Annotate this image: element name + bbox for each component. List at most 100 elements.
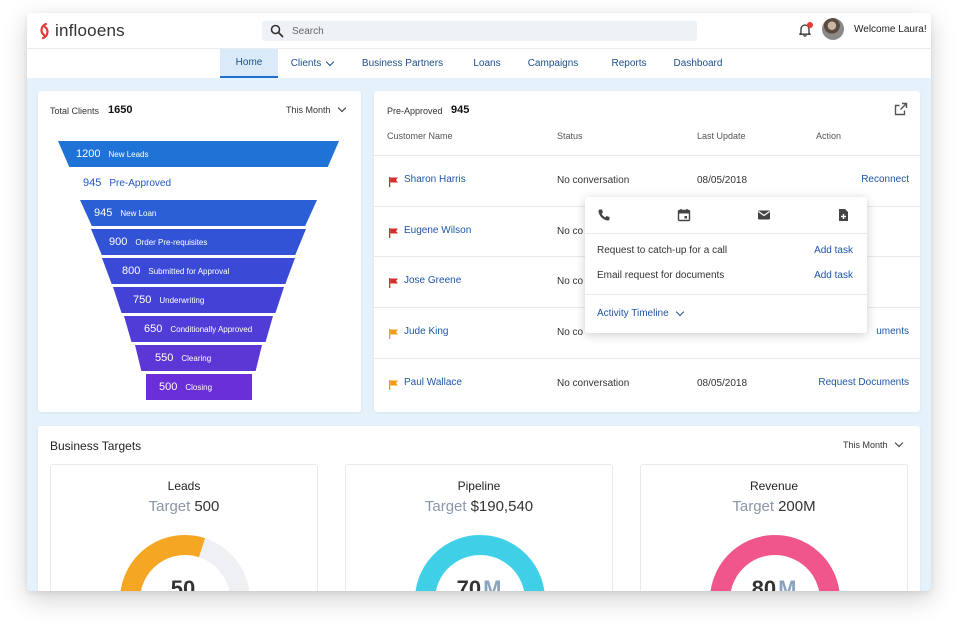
- funnel-stage-highlighted[interactable]: 945 Pre-Approved: [62, 170, 335, 196]
- stage-value: 945: [83, 177, 102, 189]
- flag-icon: [389, 329, 398, 339]
- stage-label: New Leads: [108, 149, 149, 159]
- target-line: Target 500: [51, 498, 317, 515]
- nav-loans[interactable]: Loans: [464, 49, 510, 78]
- total-clients-label: Total Clients: [50, 106, 100, 116]
- search-input[interactable]: [292, 25, 672, 37]
- row-date: 08/05/2018: [697, 378, 748, 389]
- stage-label: Closing: [185, 382, 213, 392]
- notification-badge: [807, 22, 813, 28]
- gauge-chart: [415, 535, 545, 591]
- row-status: No conversation: [557, 378, 630, 389]
- stage-label: New Loan: [120, 208, 157, 218]
- customer-name[interactable]: Jude King: [404, 326, 449, 337]
- funnel-period-select[interactable]: This Month: [286, 103, 346, 115]
- app-window: inflooens Welcome Laura! Home Clients Bu…: [27, 13, 931, 591]
- nav-clients[interactable]: Clients: [282, 49, 342, 78]
- gauge-progress-arc: [415, 535, 545, 591]
- customer-name[interactable]: Sharon Harris: [404, 174, 466, 185]
- target-title: Pipeline: [457, 479, 501, 493]
- row-action-link[interactable]: uments: [876, 326, 909, 337]
- stage-label: Pre-Approved: [109, 177, 172, 189]
- funnel-stage[interactable]: 550 Clearing: [135, 345, 262, 371]
- gauge-progress-arc: [120, 535, 206, 591]
- stage-value: 800: [122, 265, 141, 277]
- stage-label: Underwriting: [159, 295, 205, 305]
- customer-name[interactable]: Eugene Wilson: [404, 225, 472, 236]
- column-header: Last Update: [697, 131, 746, 141]
- gauge-progress-arc: [710, 535, 840, 591]
- target-word: Target: [732, 498, 775, 515]
- logo[interactable]: inflooens: [39, 21, 125, 41]
- chevron-down-icon: [675, 307, 684, 316]
- activity-timeline-label: Activity Timeline: [597, 308, 669, 319]
- targets-period-select[interactable]: This Month: [843, 438, 903, 450]
- funnel-stage[interactable]: 800 Submitted for Approval: [102, 258, 295, 284]
- nav-home[interactable]: Home: [220, 49, 278, 78]
- table-row[interactable]: Sharon Harris No conversation 08/05/2018…: [374, 155, 920, 206]
- nav-clients-label: Clients: [290, 58, 322, 69]
- nav-reports-label: Reports: [611, 58, 647, 69]
- calendar-icon[interactable]: [677, 208, 691, 222]
- funnel-stage[interactable]: 750 Underwriting: [113, 287, 284, 313]
- phone-icon[interactable]: [597, 208, 611, 222]
- stage-label: Submitted for Approval: [148, 266, 230, 276]
- row-date: 08/05/2018: [697, 175, 748, 186]
- row-status: No conversation: [557, 175, 630, 186]
- nav-business-partners[interactable]: Business Partners: [355, 49, 450, 78]
- search-bar[interactable]: [262, 21, 697, 41]
- chevron-down-icon: [894, 438, 903, 448]
- funnel-stage[interactable]: 650 Conditionally Approved: [124, 316, 273, 342]
- customer-name[interactable]: Jose Greene: [404, 275, 462, 286]
- gauge-unit: M: [778, 576, 797, 591]
- row-action-link[interactable]: Request Documents: [818, 377, 909, 388]
- stage-label: Conditionally Approved: [170, 324, 253, 334]
- stage-label: Clearing: [181, 353, 212, 363]
- target-title: Leads: [167, 479, 201, 493]
- target-leads: Leads Target 500 50: [50, 464, 318, 591]
- funnel-stage[interactable]: 500 Closing: [146, 374, 252, 400]
- target-line: Target 200M: [641, 498, 907, 515]
- customer-name[interactable]: Paul Wallace: [404, 377, 462, 388]
- nav-reports[interactable]: Reports: [602, 49, 656, 78]
- chevron-down-icon: [337, 103, 346, 113]
- gauge-value: 50: [51, 576, 317, 591]
- flag-icon: [389, 380, 398, 390]
- open-external-icon[interactable]: [894, 102, 908, 116]
- nav-home-label: Home: [235, 57, 263, 68]
- activity-timeline-toggle[interactable]: Activity Timeline: [597, 307, 684, 319]
- add-task-link[interactable]: Add task: [814, 270, 853, 281]
- email-icon[interactable]: [757, 208, 771, 222]
- stage-label: Order Pre-requisites: [135, 237, 208, 247]
- gauge-number: 70: [456, 576, 482, 591]
- nav-campaigns[interactable]: Campaigns: [520, 49, 586, 78]
- gauge-unit: M: [483, 576, 502, 591]
- nav-dashboard[interactable]: Dashboard: [667, 49, 729, 78]
- notification-button[interactable]: [797, 22, 813, 38]
- logo-text: inflooens: [55, 21, 125, 40]
- nav-dashboard-label: Dashboard: [673, 58, 723, 69]
- top-bar: inflooens Welcome Laura!: [27, 13, 931, 48]
- column-header: Action: [816, 131, 842, 141]
- row-action-link[interactable]: Reconnect: [861, 174, 909, 185]
- stage-value: 1200: [76, 148, 101, 160]
- funnel-stage[interactable]: 945 New Loan: [80, 200, 317, 226]
- task-label: Email request for documents: [597, 270, 725, 281]
- avatar[interactable]: [822, 18, 844, 40]
- flag-icon: [389, 228, 398, 238]
- divider: [585, 294, 867, 295]
- add-task-link[interactable]: Add task: [814, 245, 853, 256]
- stage-value: 900: [109, 236, 128, 248]
- column-header: Customer Name: [387, 131, 453, 141]
- column-header: Status: [557, 131, 583, 141]
- row-status: No co: [557, 276, 584, 287]
- total-clients-value: 1650: [108, 104, 133, 116]
- gauge-number: 80: [751, 576, 777, 591]
- funnel-stage[interactable]: 1200 New Leads: [58, 141, 339, 167]
- target-line: Target $190,540: [346, 498, 612, 515]
- funnel-stage[interactable]: 900 Order Pre-requisites: [91, 229, 306, 255]
- business-targets-title: Business Targets: [50, 439, 142, 453]
- add-document-icon[interactable]: [836, 208, 850, 222]
- funnel-period-label: This Month: [286, 105, 331, 115]
- table-row[interactable]: Paul Wallace No conversation 08/05/2018 …: [374, 358, 920, 409]
